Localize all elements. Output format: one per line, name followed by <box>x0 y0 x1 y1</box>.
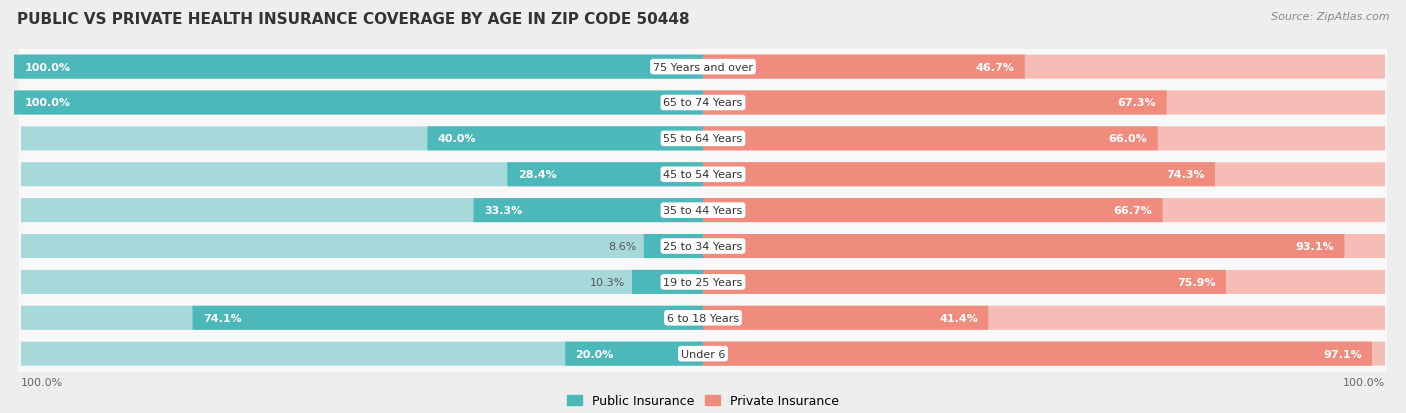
Text: 8.6%: 8.6% <box>609 242 637 252</box>
FancyBboxPatch shape <box>703 306 1385 330</box>
FancyBboxPatch shape <box>633 270 703 294</box>
FancyBboxPatch shape <box>21 235 703 259</box>
FancyBboxPatch shape <box>427 127 703 151</box>
FancyBboxPatch shape <box>703 199 1385 223</box>
FancyBboxPatch shape <box>21 163 703 187</box>
FancyBboxPatch shape <box>14 91 703 115</box>
Legend: Public Insurance, Private Insurance: Public Insurance, Private Insurance <box>567 394 839 407</box>
FancyBboxPatch shape <box>21 127 703 151</box>
Text: 33.3%: 33.3% <box>484 206 522 216</box>
FancyBboxPatch shape <box>703 306 988 330</box>
FancyBboxPatch shape <box>703 235 1385 259</box>
FancyBboxPatch shape <box>18 43 1388 92</box>
Text: 66.0%: 66.0% <box>1108 134 1147 144</box>
FancyBboxPatch shape <box>703 163 1385 187</box>
FancyBboxPatch shape <box>18 258 1388 306</box>
Text: 35 to 44 Years: 35 to 44 Years <box>664 206 742 216</box>
FancyBboxPatch shape <box>18 330 1388 378</box>
Text: 74.1%: 74.1% <box>202 313 242 323</box>
Text: 41.4%: 41.4% <box>939 313 979 323</box>
FancyBboxPatch shape <box>703 55 1025 79</box>
FancyBboxPatch shape <box>703 235 1344 259</box>
Text: 28.4%: 28.4% <box>517 170 557 180</box>
Text: 10.3%: 10.3% <box>591 277 626 287</box>
FancyBboxPatch shape <box>21 55 703 79</box>
Text: 97.1%: 97.1% <box>1323 349 1361 359</box>
FancyBboxPatch shape <box>703 91 1167 115</box>
FancyBboxPatch shape <box>18 187 1388 235</box>
Text: 93.1%: 93.1% <box>1295 242 1334 252</box>
Text: 55 to 64 Years: 55 to 64 Years <box>664 134 742 144</box>
Text: 25 to 34 Years: 25 to 34 Years <box>664 242 742 252</box>
FancyBboxPatch shape <box>193 306 703 330</box>
FancyBboxPatch shape <box>21 270 703 294</box>
FancyBboxPatch shape <box>703 270 1385 294</box>
FancyBboxPatch shape <box>703 342 1372 366</box>
FancyBboxPatch shape <box>21 342 703 366</box>
FancyBboxPatch shape <box>18 79 1388 127</box>
FancyBboxPatch shape <box>703 163 1215 187</box>
Text: 75 Years and over: 75 Years and over <box>652 62 754 72</box>
FancyBboxPatch shape <box>703 127 1385 151</box>
Text: 100.0%: 100.0% <box>24 62 70 72</box>
Text: PUBLIC VS PRIVATE HEALTH INSURANCE COVERAGE BY AGE IN ZIP CODE 50448: PUBLIC VS PRIVATE HEALTH INSURANCE COVER… <box>17 12 689 27</box>
Text: 65 to 74 Years: 65 to 74 Years <box>664 98 742 108</box>
FancyBboxPatch shape <box>18 151 1388 199</box>
FancyBboxPatch shape <box>565 342 703 366</box>
Text: 20.0%: 20.0% <box>575 349 614 359</box>
Text: 100.0%: 100.0% <box>21 377 63 387</box>
FancyBboxPatch shape <box>474 199 703 223</box>
Text: 6 to 18 Years: 6 to 18 Years <box>666 313 740 323</box>
FancyBboxPatch shape <box>21 306 703 330</box>
FancyBboxPatch shape <box>14 55 703 79</box>
FancyBboxPatch shape <box>644 235 703 259</box>
Text: 66.7%: 66.7% <box>1114 206 1152 216</box>
FancyBboxPatch shape <box>703 127 1157 151</box>
FancyBboxPatch shape <box>508 163 703 187</box>
FancyBboxPatch shape <box>18 115 1388 163</box>
Text: 74.3%: 74.3% <box>1166 170 1205 180</box>
Text: Under 6: Under 6 <box>681 349 725 359</box>
FancyBboxPatch shape <box>703 55 1385 79</box>
Text: Source: ZipAtlas.com: Source: ZipAtlas.com <box>1271 12 1389 22</box>
FancyBboxPatch shape <box>703 342 1385 366</box>
Text: 75.9%: 75.9% <box>1177 277 1216 287</box>
FancyBboxPatch shape <box>703 270 1226 294</box>
Text: 100.0%: 100.0% <box>1343 377 1385 387</box>
Text: 40.0%: 40.0% <box>437 134 477 144</box>
FancyBboxPatch shape <box>21 91 703 115</box>
Text: 19 to 25 Years: 19 to 25 Years <box>664 277 742 287</box>
Text: 100.0%: 100.0% <box>24 98 70 108</box>
FancyBboxPatch shape <box>18 222 1388 271</box>
Text: 67.3%: 67.3% <box>1118 98 1156 108</box>
FancyBboxPatch shape <box>703 91 1385 115</box>
Text: 46.7%: 46.7% <box>976 62 1014 72</box>
FancyBboxPatch shape <box>18 294 1388 342</box>
FancyBboxPatch shape <box>703 199 1163 223</box>
Text: 45 to 54 Years: 45 to 54 Years <box>664 170 742 180</box>
FancyBboxPatch shape <box>21 199 703 223</box>
